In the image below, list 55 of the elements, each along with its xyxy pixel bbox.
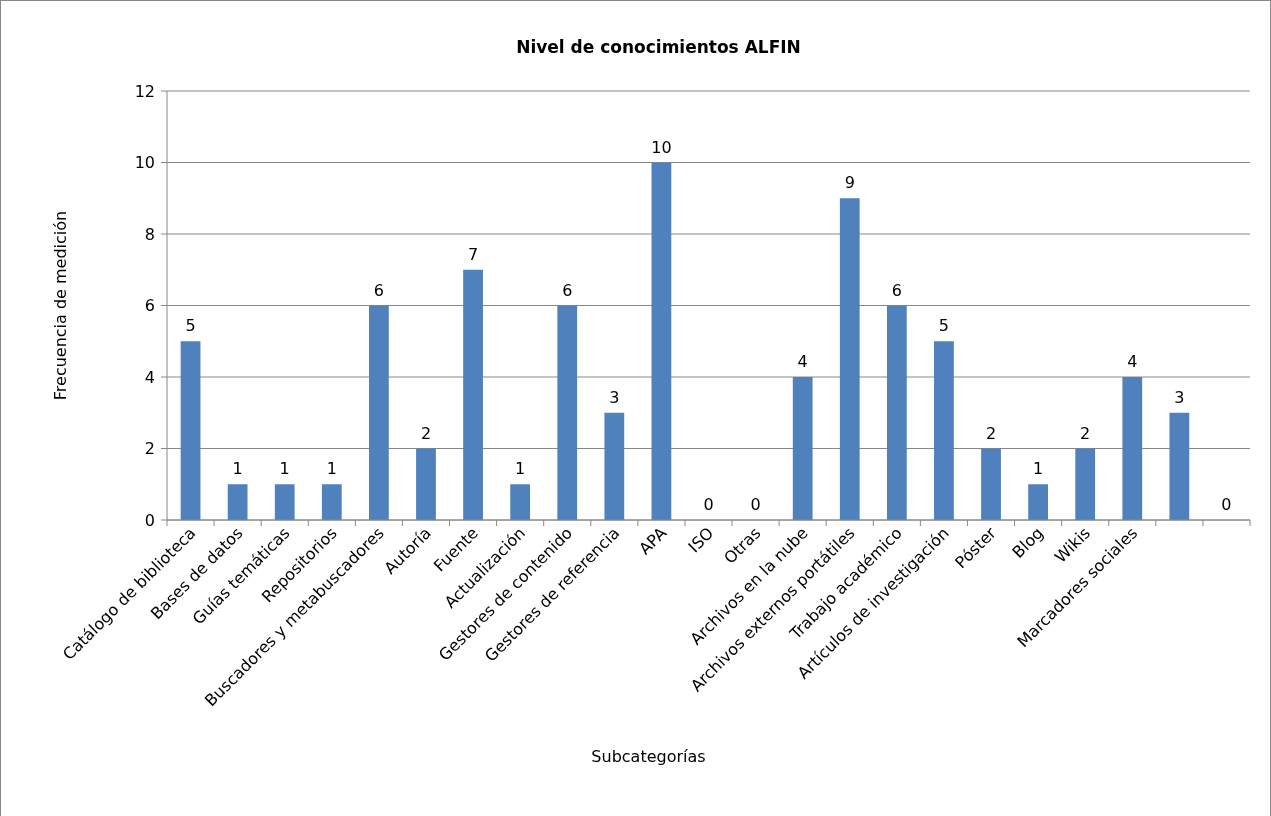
- x-tick-label: ISO: [684, 523, 718, 557]
- data-label: 0: [703, 495, 714, 514]
- bar: [886, 305, 907, 520]
- data-label: 5: [938, 316, 950, 336]
- bar: [227, 484, 248, 520]
- bar: [463, 269, 483, 520]
- bar: [180, 341, 201, 520]
- bar: [1028, 484, 1048, 520]
- bar: [839, 198, 860, 520]
- bar: [274, 484, 295, 520]
- data-label: 9: [844, 173, 855, 193]
- data-label: 2: [1080, 423, 1091, 443]
- data-label: 3: [1174, 387, 1185, 407]
- data-label: 0: [750, 495, 761, 514]
- bar: [792, 377, 813, 520]
- data-label: 5: [185, 316, 196, 336]
- x-tick-label: APA: [635, 523, 671, 559]
- bar: [1122, 377, 1143, 520]
- y-tick-label: 6: [144, 296, 155, 316]
- data-label: 4: [797, 352, 808, 371]
- data-label: 6: [373, 280, 384, 300]
- bar: [934, 341, 954, 520]
- bar: [604, 412, 625, 520]
- data-label: 10: [651, 137, 672, 157]
- bar: [557, 305, 578, 520]
- data-label: 1: [1033, 459, 1044, 479]
- data-label: 1: [279, 459, 290, 479]
- y-tick-label: 8: [144, 224, 155, 244]
- data-label: 1: [232, 459, 243, 479]
- data-label: 3: [609, 387, 620, 407]
- y-axis-title: Frecuencia de medición: [51, 210, 70, 401]
- data-label: 6: [891, 280, 902, 300]
- bar: [651, 162, 672, 520]
- data-label: 6: [562, 280, 573, 300]
- data-label: 1: [326, 459, 337, 479]
- y-tick-label: 10: [134, 153, 155, 173]
- data-label: 2: [420, 423, 432, 443]
- data-label: 2: [985, 423, 997, 443]
- data-label: 4: [1127, 352, 1138, 371]
- y-tick-label: 0: [144, 510, 155, 530]
- bar: [510, 484, 531, 520]
- y-tick-label: 4: [144, 367, 155, 387]
- chart-title: Nivel de conocimientos ALFIN: [516, 37, 801, 57]
- bar: [1169, 412, 1190, 520]
- y-tick-label: 2: [144, 439, 155, 459]
- bar: [369, 305, 389, 520]
- y-tick-label: 12: [134, 81, 155, 101]
- data-label: 1: [515, 459, 526, 479]
- bar: [981, 448, 1001, 520]
- bar: [416, 448, 436, 520]
- bar: [321, 484, 342, 520]
- x-axis-title: Subcategorías: [591, 747, 706, 766]
- data-label: 7: [467, 244, 479, 264]
- bar: [1075, 448, 1096, 520]
- data-label: 0: [1221, 495, 1232, 514]
